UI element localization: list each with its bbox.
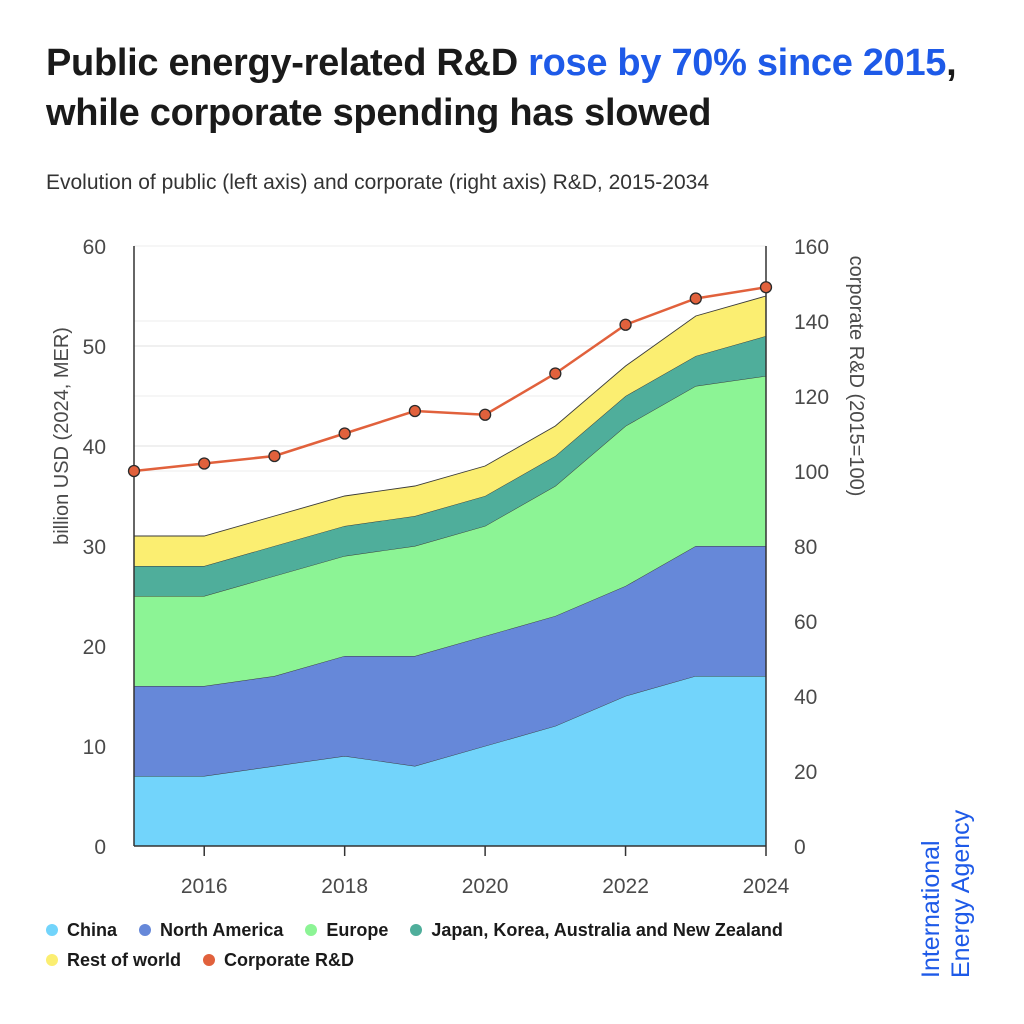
legend-swatch bbox=[203, 954, 216, 966]
area-series-4 bbox=[134, 296, 766, 566]
legend-swatch bbox=[46, 924, 58, 936]
corporate-rd-point bbox=[689, 292, 702, 305]
area-series-1 bbox=[134, 546, 766, 776]
y2-axis-title: corporate R&D (2015=100) bbox=[845, 256, 867, 497]
brand-line-1: International bbox=[917, 840, 945, 978]
title-highlight: rose by 70% since 2015 bbox=[528, 42, 947, 84]
legend-label: Corporate R&D bbox=[224, 949, 355, 970]
y2-tick-label: 140 bbox=[794, 311, 829, 334]
y-tick-label: 0 bbox=[94, 836, 106, 859]
y2-tick-label: 20 bbox=[794, 761, 817, 784]
corporate-rd-point bbox=[549, 367, 562, 380]
y-tick-label: 10 bbox=[83, 736, 106, 759]
y-tick-label: 30 bbox=[83, 536, 106, 559]
corporate-rd-point bbox=[198, 457, 211, 470]
legend-item: Japan, Korea, Australia and New Zealand bbox=[410, 915, 783, 945]
legend-swatch bbox=[139, 924, 152, 936]
title-part-1: Public energy-related R&D bbox=[46, 42, 529, 84]
legend-item: Rest of world bbox=[46, 945, 181, 975]
y2-tick-label: 0 bbox=[794, 836, 806, 859]
legend-label: North America bbox=[160, 919, 284, 940]
y2-tick-label: 160 bbox=[794, 236, 829, 259]
area-series-3 bbox=[134, 336, 766, 596]
corporate-rd-point bbox=[619, 318, 632, 331]
area-series-0 bbox=[134, 676, 766, 846]
y2-tick-label: 100 bbox=[794, 461, 829, 484]
legend-item: China bbox=[46, 915, 117, 945]
corporate-rd-point bbox=[759, 281, 773, 294]
iea-logo: International Energy Agency bbox=[916, 810, 976, 978]
legend-label: China bbox=[67, 919, 118, 940]
y-tick-label: 50 bbox=[83, 336, 106, 359]
area-series-2 bbox=[134, 376, 766, 686]
y2-tick-label: 120 bbox=[794, 386, 829, 409]
legend: China North America Europe Japan, Korea, Au… bbox=[46, 915, 906, 975]
legend-item: Corporate R&D bbox=[203, 945, 354, 975]
y-tick-label: 40 bbox=[83, 436, 106, 459]
legend-label: Europe bbox=[326, 919, 389, 940]
y2-tick-label: 40 bbox=[794, 686, 817, 709]
area-edge-4 bbox=[134, 295, 767, 537]
title-part-2: , while corporate spending has slowed bbox=[46, 42, 957, 134]
y2-tick-label: 60 bbox=[794, 611, 817, 634]
x-tick-label: 2016 bbox=[181, 875, 228, 898]
x-tick-label: 2024 bbox=[743, 875, 790, 898]
corporate-rd-line bbox=[133, 286, 767, 473]
legend-label: Japan, Korea, Australia and New Zealand bbox=[431, 919, 783, 940]
y-axis-title: billion USD (2024, MER) bbox=[51, 327, 73, 545]
legend-label: Rest of world bbox=[67, 949, 182, 970]
y2-tick-label: 80 bbox=[794, 536, 817, 559]
chart-title: Public energy-related R&D rose by 70% si… bbox=[46, 38, 976, 138]
corporate-rd-point bbox=[338, 427, 351, 440]
legend-swatch bbox=[410, 924, 423, 936]
legend-item: Europe bbox=[305, 915, 388, 945]
legend-swatch bbox=[46, 954, 58, 966]
corporate-rd-point bbox=[127, 464, 141, 478]
corporate-rd-point bbox=[408, 404, 422, 418]
chart-subtitle: Evolution of public (left axis) and corp… bbox=[46, 171, 709, 194]
corporate-rd-point bbox=[478, 408, 492, 421]
legend-swatch bbox=[305, 924, 318, 936]
x-tick-label: 2020 bbox=[462, 875, 509, 898]
corporate-rd-point bbox=[268, 449, 281, 463]
brand-line-2: Energy Agency bbox=[947, 809, 975, 978]
y-tick-label: 20 bbox=[83, 636, 106, 659]
legend-item: North America bbox=[139, 915, 283, 945]
x-tick-label: 2018 bbox=[321, 875, 368, 898]
y-tick-label: 60 bbox=[83, 236, 106, 259]
x-tick-label: 2022 bbox=[602, 875, 649, 898]
